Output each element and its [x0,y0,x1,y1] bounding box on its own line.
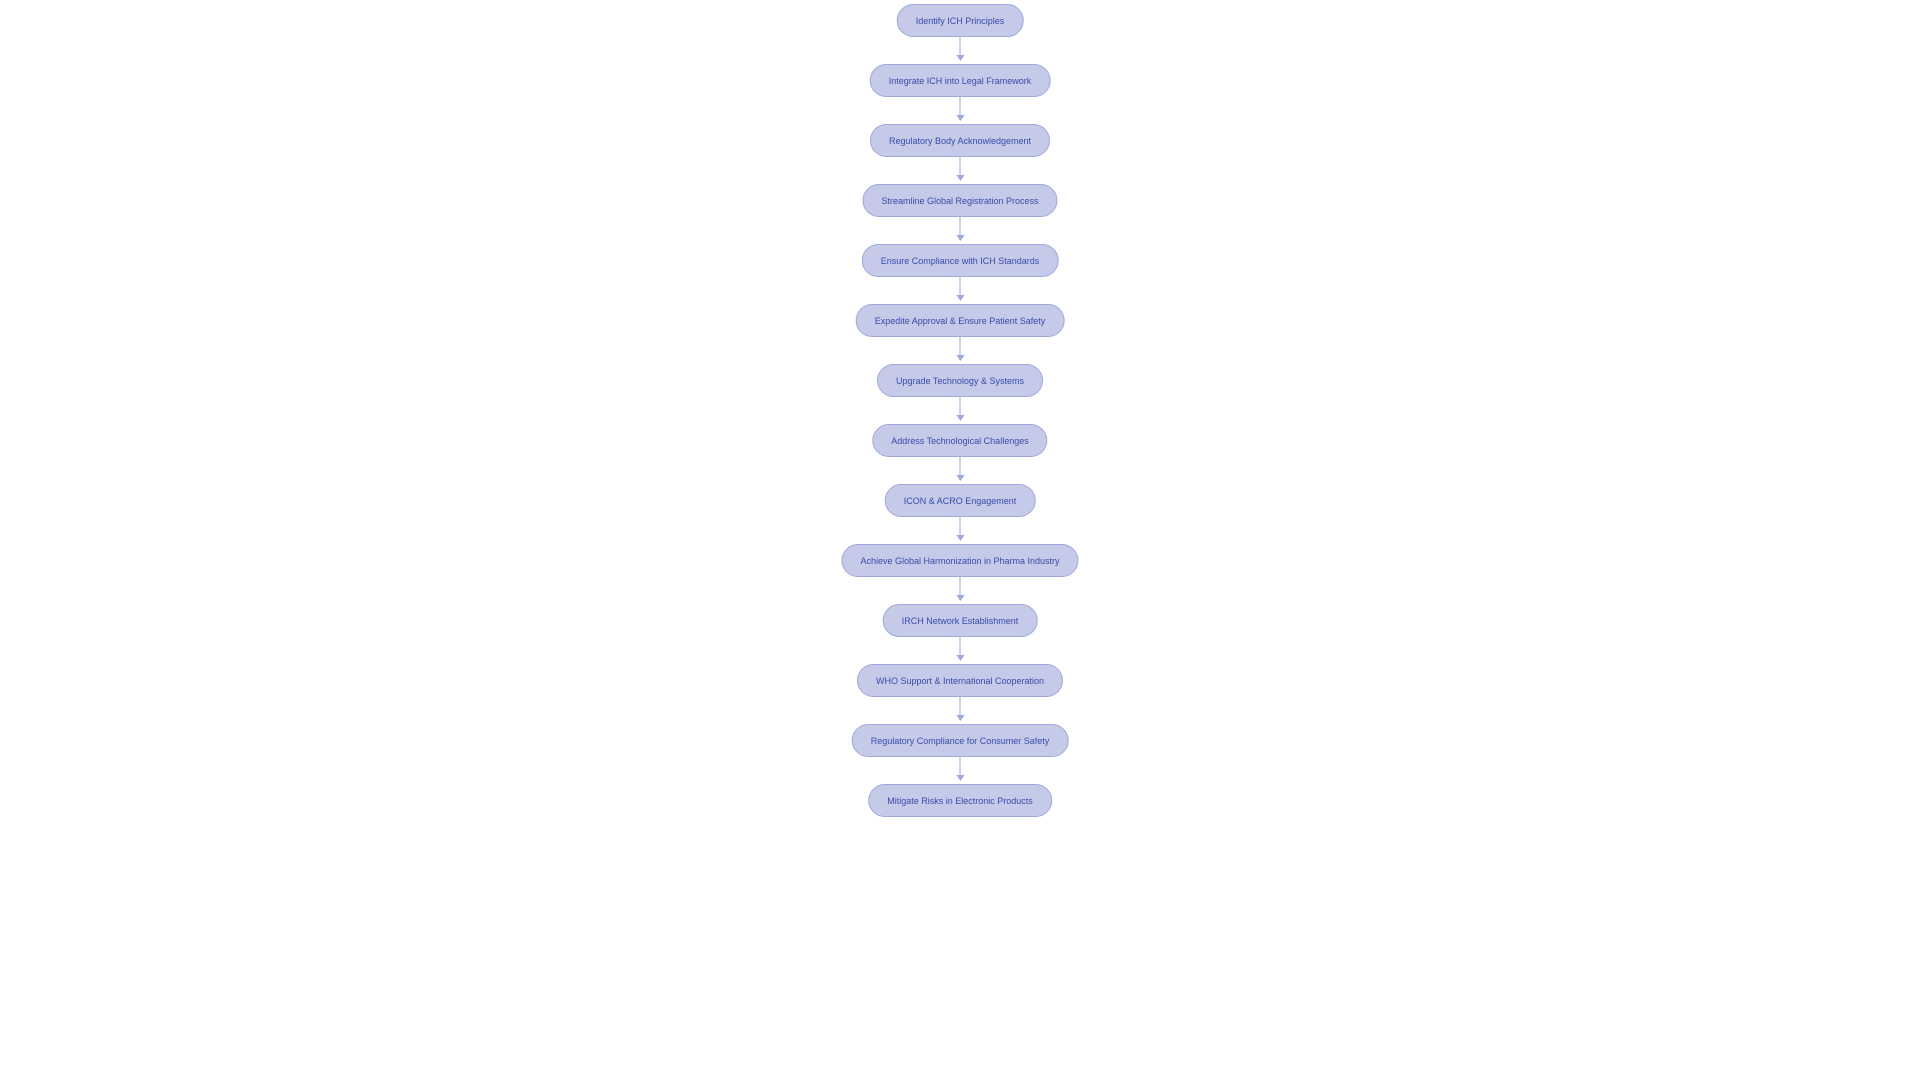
flowchart-node: Achieve Global Harmonization in Pharma I… [841,544,1078,577]
flowchart-arrow [960,337,961,360]
flowchart-node: Mitigate Risks in Electronic Products [868,784,1052,817]
flowchart-node: Regulatory Body Acknowledgement [870,124,1050,157]
flowchart-arrow [960,697,961,720]
flowchart-node: Regulatory Compliance for Consumer Safet… [852,724,1069,757]
flowchart-arrow [960,517,961,540]
flowchart-node: Address Technological Challenges [872,424,1047,457]
flowchart-arrow [960,637,961,660]
flowchart-arrow [960,757,961,780]
flowchart-node: Streamline Global Registration Process [862,184,1057,217]
flowchart-node: WHO Support & International Cooperation [857,664,1063,697]
flowchart-node: Upgrade Technology & Systems [877,364,1043,397]
flowchart-node: Ensure Compliance with ICH Standards [862,244,1059,277]
flowchart-arrow [960,277,961,300]
flowchart-arrow [960,577,961,600]
flowchart-node: IRCH Network Establishment [883,604,1038,637]
flowchart-node: Identify ICH Principles [897,4,1024,37]
flowchart-arrow [960,157,961,180]
flowchart-node: Expedite Approval & Ensure Patient Safet… [856,304,1065,337]
flowchart-arrow [960,217,961,240]
flowchart-arrow [960,37,961,60]
flowchart-node: ICON & ACRO Engagement [885,484,1036,517]
flowchart-node: Integrate ICH into Legal Framework [870,64,1051,97]
flowchart-arrow [960,397,961,420]
flowchart-arrow [960,97,961,120]
flowchart-container: Identify ICH Principles Integrate ICH int… [0,0,1920,1080]
flowchart-arrow [960,457,961,480]
